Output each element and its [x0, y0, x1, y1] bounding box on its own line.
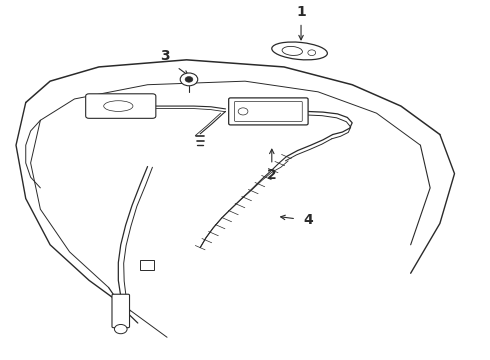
Text: 1: 1 [296, 5, 306, 19]
FancyBboxPatch shape [235, 102, 302, 121]
Bar [140, 260, 154, 270]
Circle shape [185, 77, 193, 82]
Ellipse shape [272, 42, 327, 60]
Circle shape [238, 108, 248, 115]
Circle shape [180, 73, 198, 86]
Text: 3: 3 [160, 49, 170, 63]
Ellipse shape [282, 46, 302, 55]
FancyBboxPatch shape [229, 98, 308, 125]
Ellipse shape [104, 101, 133, 111]
Text: 2: 2 [267, 168, 277, 182]
Text: 4: 4 [303, 213, 313, 227]
Circle shape [308, 50, 316, 55]
FancyBboxPatch shape [112, 294, 129, 328]
Circle shape [115, 324, 127, 334]
FancyBboxPatch shape [86, 94, 156, 118]
